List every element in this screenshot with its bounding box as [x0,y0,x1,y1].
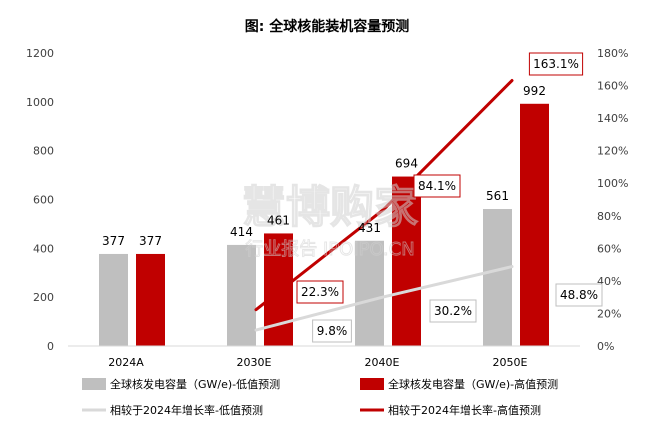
bar [136,253,165,346]
bar [520,103,549,346]
line-value-label: 9.8% [317,324,348,338]
y2-tick-label: 180% [597,47,628,60]
line-value-label: 48.8% [560,288,598,302]
watermark-sub-text: 行业报告 IPOIPO.CN [245,239,414,260]
legend-label: 全球核发电容量（GW/e)-高值预测 [388,377,558,391]
right-axis: 0% 20% 40% 60% 80% 100% 120% 140% 160% 180% [597,47,628,353]
x-tick-label: 2024A [108,356,144,369]
bar [227,244,256,346]
y-tick-label: 0 [47,340,54,353]
bar-value-label: 377 [139,234,162,248]
bar [99,253,128,346]
y2-tick-label: 80% [597,210,621,223]
x-tick-label: 2050E [493,356,528,369]
legend-label: 相较于2024年增长率-高值预测 [388,403,541,417]
y2-tick-label: 120% [597,145,628,158]
y-tick-label: 200 [33,291,54,304]
y-tick-label: 400 [33,242,54,255]
line-label-box [555,283,603,307]
y2-tick-label: 60% [597,242,621,255]
chart-title: 图: 全球核能装机容量预测 [245,18,409,35]
line-label-box [528,52,584,76]
bar-value-label: 694 [395,157,418,171]
x-axis: 2024A 2030E 2040E 2050E [68,345,580,369]
bar-value-label: 377 [102,234,125,248]
x-tick-label: 2040E [365,356,400,369]
y-tick-label: 1200 [26,47,54,60]
line-value-label: 22.3% [301,285,339,299]
y-tick-label: 1000 [26,96,54,109]
y2-tick-label: 100% [597,177,628,190]
legend-swatch [360,378,384,390]
line-value-label: 84.1% [418,179,456,193]
watermark-main-text: 慧博购家 [242,182,418,233]
line-label-box [312,319,352,343]
series-line [254,79,514,312]
bar-value-label: 431 [358,221,381,235]
legend: 全球核发电容量（GW/e)-低值预测 全球核发电容量（GW/e)-高值预测相较于2… [82,377,558,417]
bar-value-label: 992 [523,84,546,98]
left-axis: 0 200 400 600 800 1000 1200 [26,47,54,353]
line-value-label: 30.2% [434,304,472,318]
bar [392,176,421,346]
line-label-box [413,174,461,198]
legend-label: 相较于2024年增长率-低值预测 [110,403,263,417]
x-tick-label: 2030E [237,356,272,369]
bar-value-label: 561 [486,189,509,203]
y-tick-label: 800 [33,145,54,158]
legend-label: 全球核发电容量（GW/e)-低值预测 [110,377,280,391]
y2-tick-label: 160% [597,80,628,93]
y-tick-label: 600 [33,194,54,207]
bar [355,240,384,346]
line-label-box [296,280,344,304]
lines-layer [254,79,514,332]
series-line [254,265,514,332]
bar [483,209,512,346]
legend-swatch [82,378,106,390]
line-label-box [429,299,477,323]
y2-tick-label: 40% [597,275,621,288]
y2-tick-label: 20% [597,307,621,320]
y2-tick-label: 0% [597,340,614,353]
line-value-label: 163.1% [533,57,579,71]
bar-value-label: 461 [267,213,290,227]
watermark: 慧博购家 行业报告 IPOIPO.CN [241,181,418,260]
point-labels-layer: 377 414 431 561 377 461 694 992 9.8% 30.2% 48.8% 22… [102,52,603,343]
y2-tick-label: 140% [597,112,628,125]
bar-value-label: 414 [230,225,253,239]
